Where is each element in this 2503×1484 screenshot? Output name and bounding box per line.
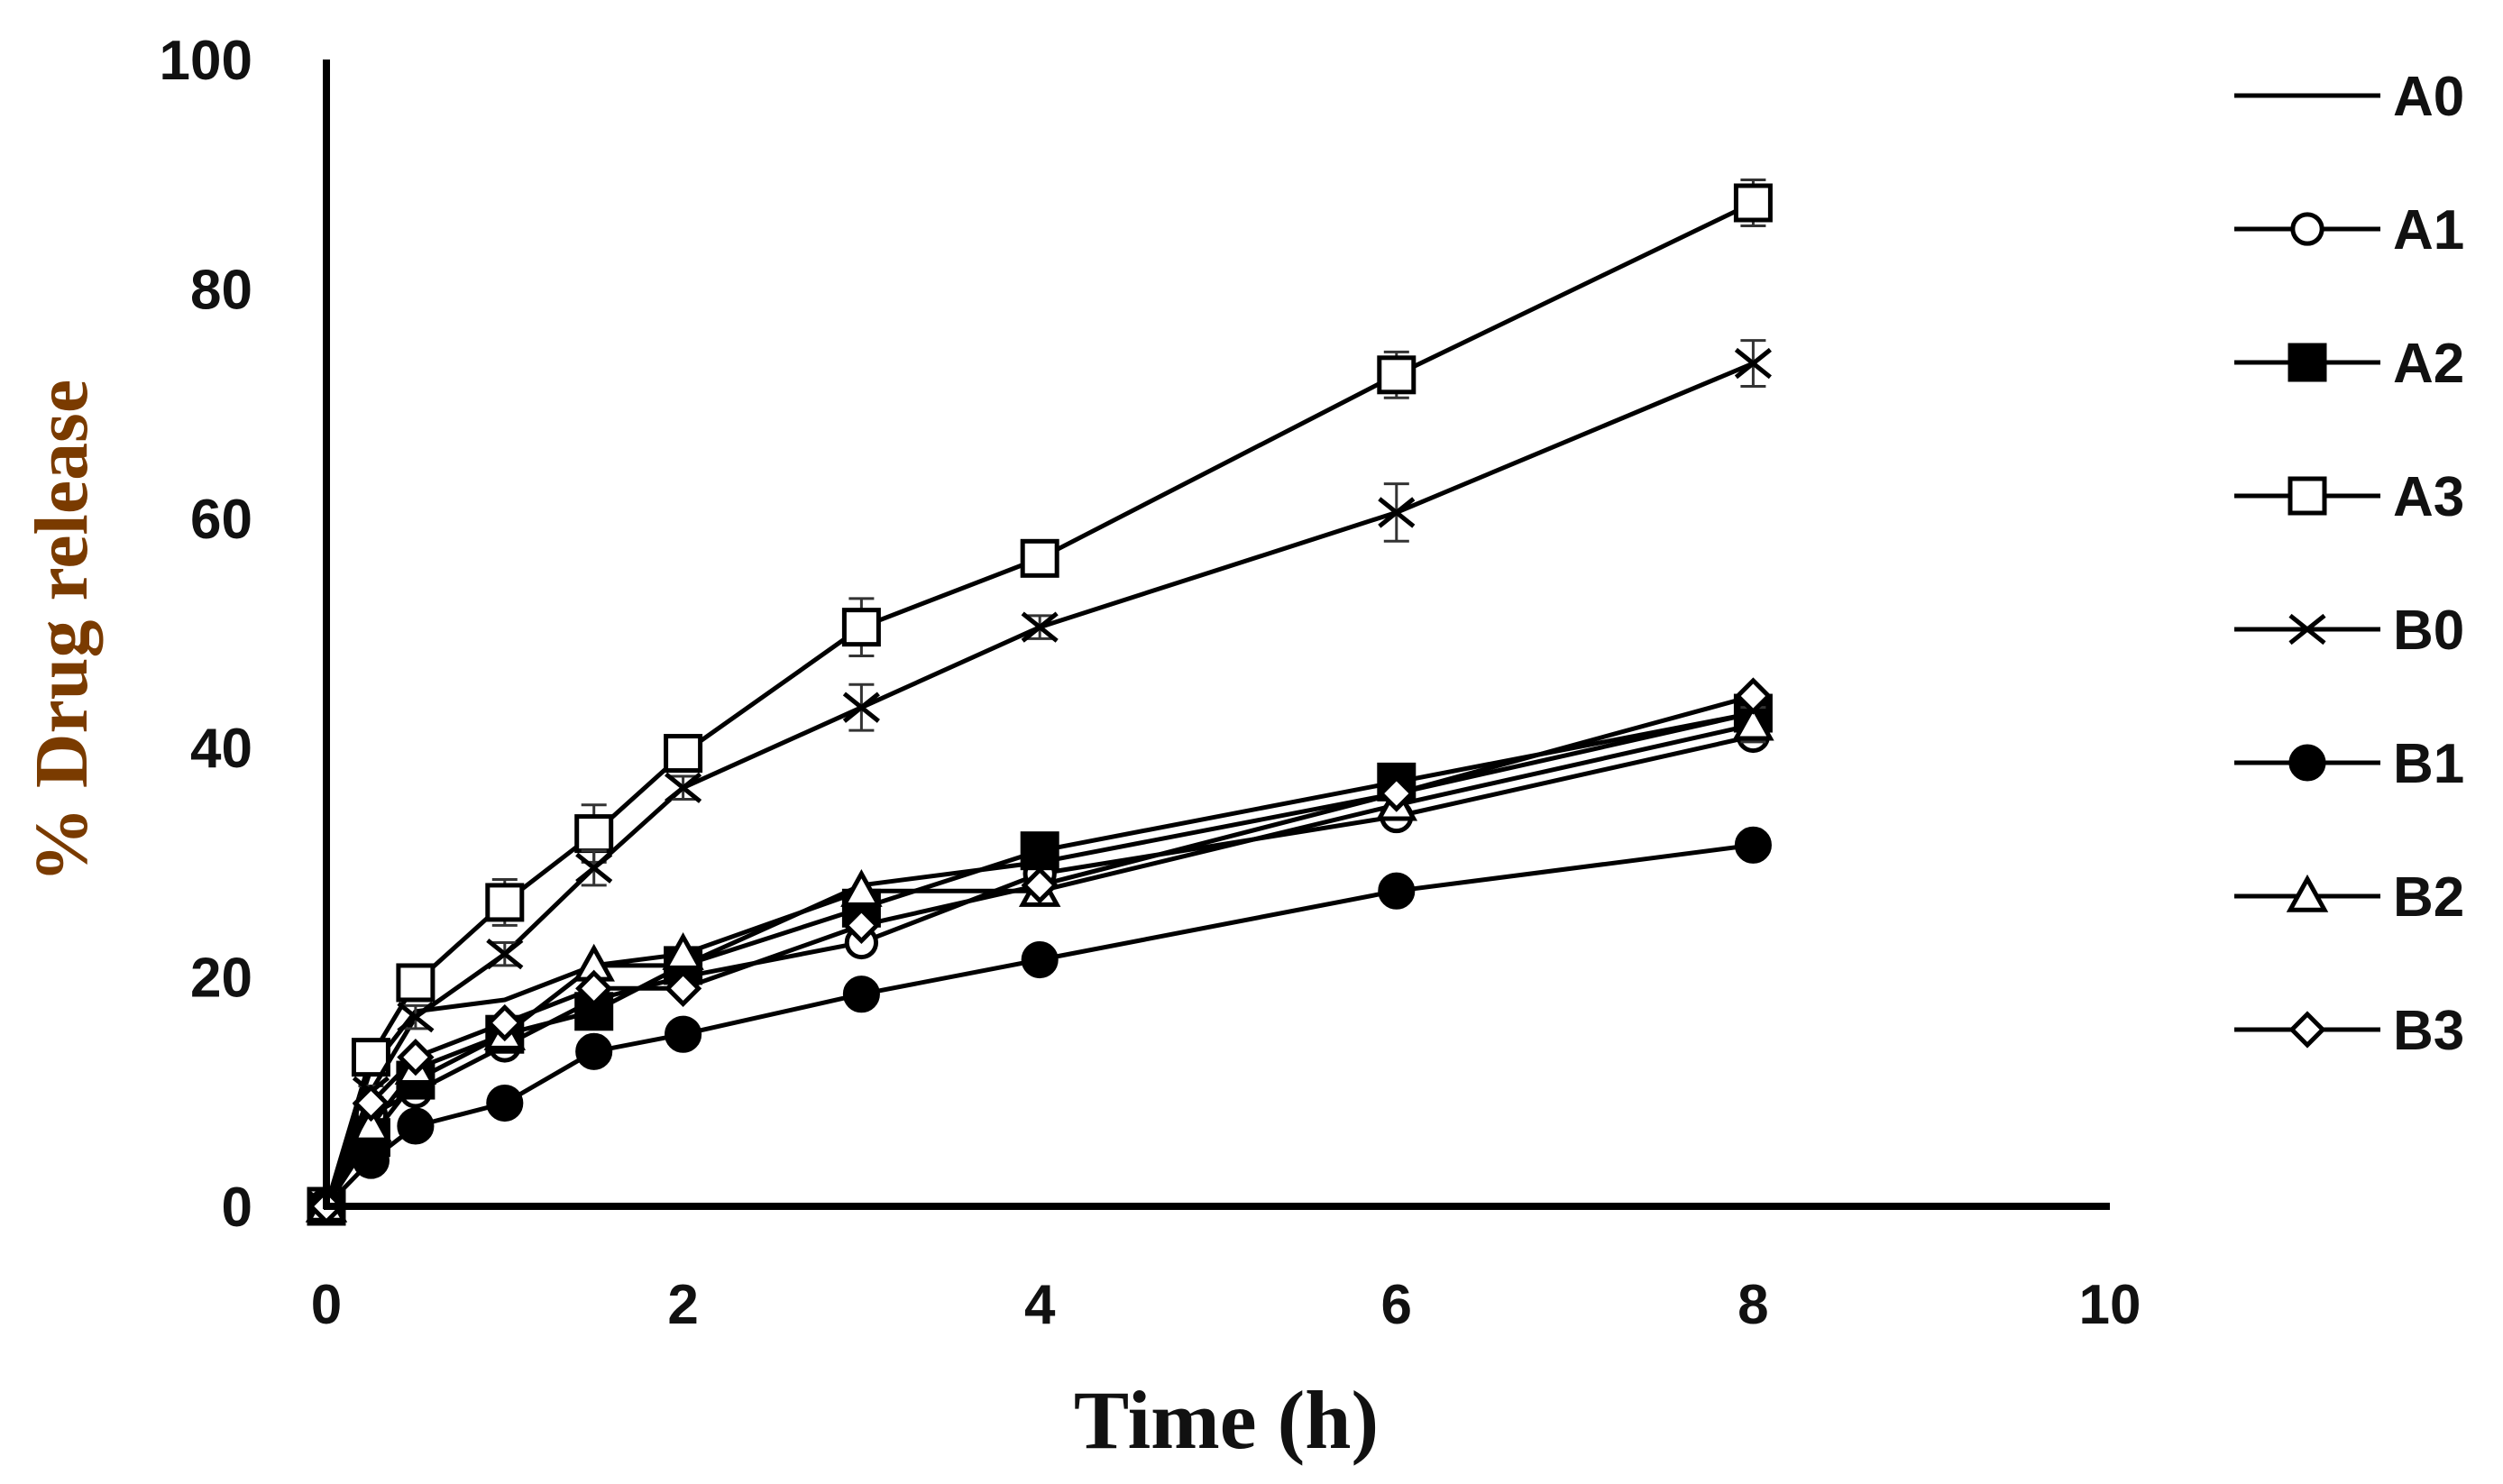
- series-a3: [307, 179, 1773, 1226]
- data-point: [1021, 866, 1059, 904]
- y-tick-label: 0: [222, 1177, 252, 1239]
- data-point: [485, 883, 525, 922]
- legend-label: B3: [2393, 1000, 2464, 1062]
- data-point: [1021, 611, 1059, 643]
- legend-label: B0: [2393, 600, 2464, 662]
- data-point: [575, 969, 613, 1007]
- data-point: [486, 1084, 524, 1122]
- legend-item-b1: B1: [2234, 733, 2464, 795]
- data-point: [1377, 355, 1417, 395]
- y-tick-labels: 0 20 40 60 80 100: [160, 30, 252, 1239]
- data-point: [840, 869, 883, 907]
- series-line: [324, 722, 1754, 1208]
- series-line: [325, 842, 1754, 1208]
- y-tick-label: 80: [190, 259, 252, 321]
- data-point: [1021, 940, 1059, 979]
- legend-item-a1: A1: [2234, 199, 2464, 261]
- y-axis-title: % Drug release: [20, 380, 104, 883]
- legend-marker: [2288, 744, 2326, 782]
- y-tick-label: 20: [190, 948, 252, 1010]
- legend-marker: [2288, 343, 2327, 382]
- legend-marker: [2288, 613, 2326, 646]
- data-point: [841, 608, 881, 647]
- legend-item-b2: B2: [2234, 866, 2464, 929]
- legend-item-b0: B0: [2234, 600, 2464, 662]
- data-point: [1378, 774, 1416, 812]
- x-tick-label: 10: [2079, 1274, 2141, 1336]
- x-tick-label: 4: [1024, 1274, 1056, 1336]
- data-point: [1020, 538, 1059, 578]
- x-axis-title: Time (h): [1074, 1374, 1379, 1466]
- legend-item-a0: A0: [2234, 66, 2464, 128]
- x-tick-labels: 0 2 4 6 8 10: [311, 1274, 2141, 1336]
- legend-label: A2: [2393, 333, 2464, 395]
- legend-label: B2: [2393, 866, 2464, 929]
- legend-marker: [2288, 1011, 2326, 1049]
- series-line: [324, 361, 1755, 1207]
- data-point: [842, 692, 880, 723]
- data-point: [1020, 831, 1059, 871]
- data-point: [664, 734, 703, 774]
- data-point: [397, 1039, 435, 1076]
- y-tick-label: 40: [190, 718, 252, 780]
- data-point: [662, 932, 704, 970]
- legend-item-a3: A3: [2234, 466, 2464, 528]
- legend-item-b3: B3: [2234, 1000, 2464, 1062]
- data-point: [1378, 497, 1416, 528]
- data-point: [397, 1107, 435, 1145]
- series-b3: [307, 677, 1773, 1225]
- data-point: [574, 814, 614, 854]
- data-point: [664, 969, 702, 1007]
- data-point: [486, 939, 524, 970]
- plot-area: [305, 179, 1774, 1226]
- x-tick-label: 2: [667, 1274, 698, 1336]
- legend-marker: [2288, 476, 2327, 516]
- legend-label: B1: [2393, 733, 2464, 795]
- y-tick-label: 60: [190, 489, 252, 551]
- data-point: [1734, 677, 1773, 715]
- data-point: [1734, 347, 1772, 380]
- series-a0: [324, 710, 1754, 1207]
- data-point: [575, 1032, 613, 1070]
- legend: A0 A1 A2 A3 B0 B1 B2 B3: [2234, 66, 2464, 1062]
- series-line: [324, 710, 1754, 1207]
- legend-marker: [2286, 874, 2329, 912]
- data-point: [1733, 183, 1773, 223]
- data-point: [1732, 702, 1774, 741]
- x-tick-label: 6: [1381, 1274, 1412, 1336]
- series-line: [324, 200, 1755, 1207]
- data-point: [396, 963, 436, 1003]
- axes: [323, 60, 2110, 1210]
- data-point: [1378, 872, 1416, 910]
- data-point: [665, 772, 702, 803]
- data-point: [486, 1003, 524, 1042]
- series-line: [324, 693, 1755, 1207]
- legend-item-a2: A2: [2234, 333, 2464, 395]
- data-point: [352, 1084, 390, 1122]
- legend-label: A3: [2393, 466, 2464, 528]
- data-point: [352, 1141, 390, 1179]
- legend-marker: [2290, 212, 2324, 246]
- x-tick-label: 0: [311, 1274, 342, 1336]
- data-point: [842, 906, 881, 944]
- data-point: [397, 1001, 435, 1033]
- data-point: [575, 852, 613, 884]
- legend-label: A0: [2393, 66, 2464, 128]
- y-tick-label: 100: [160, 30, 252, 92]
- x-tick-label: 8: [1737, 1274, 1768, 1336]
- data-point: [842, 976, 880, 1013]
- data-point: [665, 1015, 702, 1053]
- data-point: [1734, 826, 1772, 864]
- legend-label: A1: [2393, 199, 2464, 261]
